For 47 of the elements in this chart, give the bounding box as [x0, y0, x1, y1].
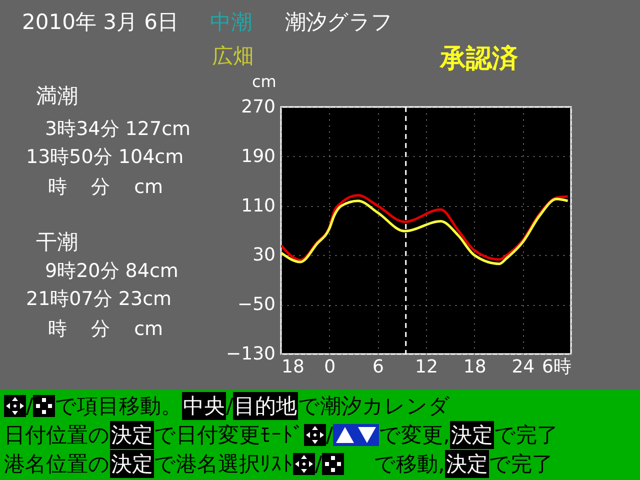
text: / [315, 452, 322, 476]
text: 中央 [182, 392, 226, 420]
text: 時 分 cm [48, 318, 164, 340]
x-tick-label: 12 [415, 356, 438, 378]
text: 決定 [444, 450, 489, 478]
text: 港名位置の [4, 451, 110, 478]
text: で日付変更ﾓｰﾄﾞ [154, 422, 304, 449]
y-tick-label: 30 [252, 244, 276, 266]
text: 時 分 cm [48, 176, 164, 198]
y-tick-label: −130 [226, 344, 276, 364]
x-tick-label: 18 [463, 356, 486, 378]
text: 決定 [110, 450, 154, 478]
text: 決定 [110, 421, 154, 449]
text: 広畑 [212, 44, 254, 68]
text: 13時50分 104cm [26, 146, 184, 168]
text: / [26, 394, 34, 418]
text: 21時07分 23cm [26, 288, 172, 310]
x-tick-label: 24 [512, 356, 535, 378]
y-tick-label: 270 [241, 96, 276, 118]
x-tick-label: 0 [324, 356, 336, 378]
text: / [226, 394, 234, 418]
text: で完了 [488, 451, 553, 478]
text: で港名選択ﾘｽﾄ [154, 451, 293, 478]
text: で移動, [374, 451, 445, 478]
text: 干潮 [36, 230, 78, 254]
text: で完了 [494, 422, 558, 449]
x-tick-label: 6時 [542, 356, 572, 378]
text: 目的地 [233, 392, 298, 420]
text: で変更, [379, 422, 450, 449]
text: 中潮 [210, 10, 252, 34]
x-tick-label: 6 [372, 356, 384, 378]
text: 9時20分 84cm [45, 260, 178, 282]
x-tick-label: 18 [282, 356, 304, 378]
y-tick-label: −50 [238, 294, 276, 316]
y-tick-label: 110 [241, 195, 276, 216]
text: 満潮 [36, 84, 78, 108]
text: で項目移動。 [55, 393, 182, 420]
y-tick-label: 190 [241, 146, 276, 167]
chart-title: 潮汐グラフ [285, 10, 393, 34]
text: で潮汐カレンダ [298, 393, 450, 420]
text: 承認済 [440, 44, 518, 74]
text: 3時34分 127cm [45, 118, 191, 140]
y-axis-title: cm [252, 72, 276, 91]
text: 決定 [450, 421, 494, 449]
text: 2010年 3月 6日 [22, 10, 179, 34]
text: / [326, 423, 334, 447]
text: 日付位置の [4, 422, 110, 449]
